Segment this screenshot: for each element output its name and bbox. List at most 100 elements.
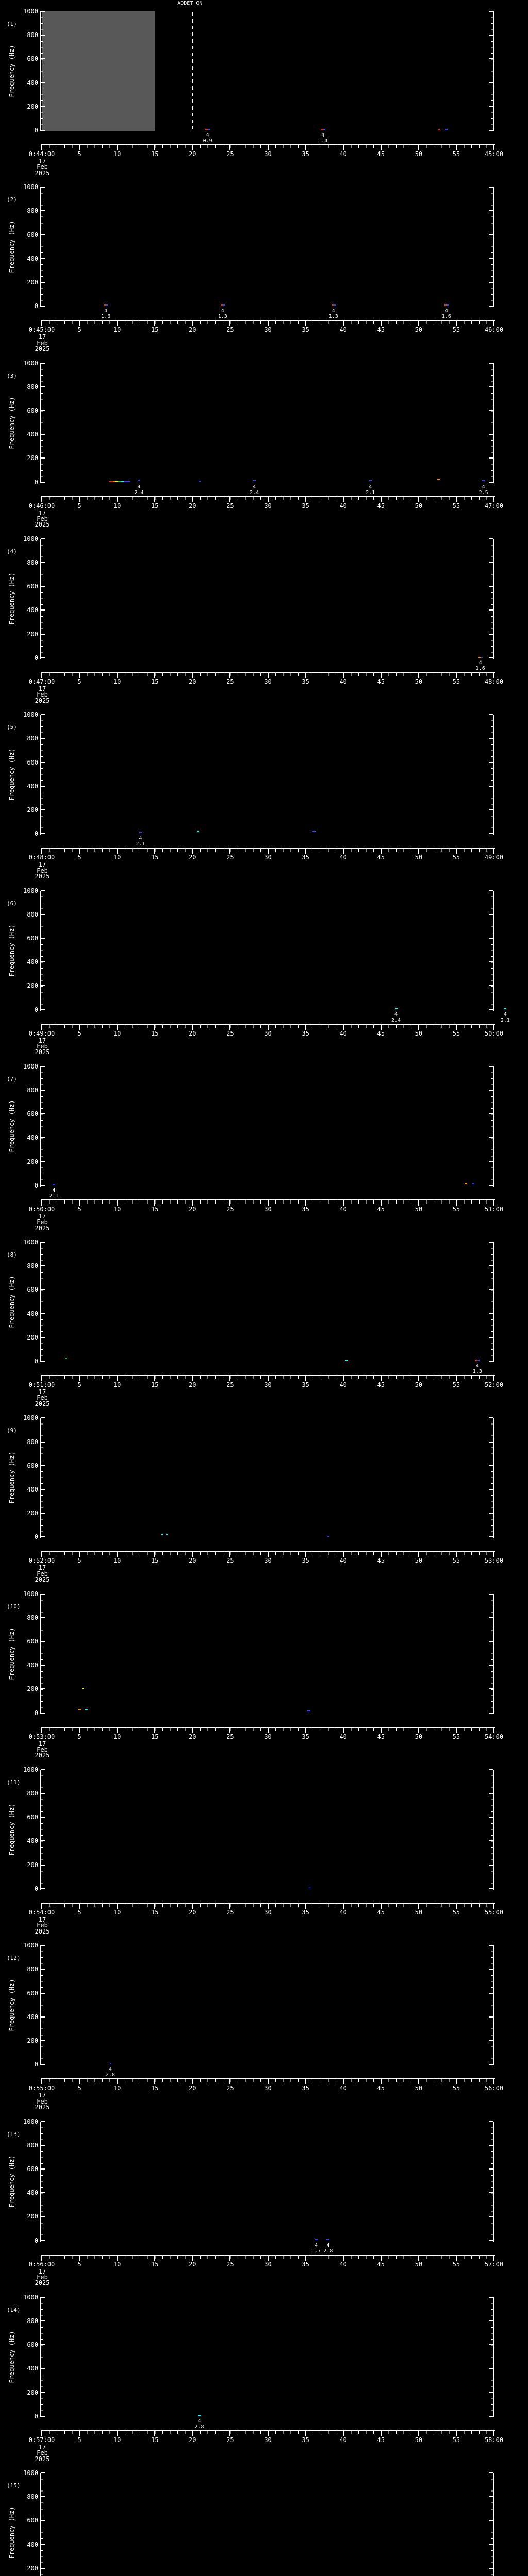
detection-pixel (253, 480, 256, 481)
x-axis-line (41, 1726, 495, 1728)
y-tick-label: 400 (27, 2540, 38, 2548)
y-tick-label: 200 (27, 1685, 38, 1693)
y-tick (41, 386, 45, 387)
x-tick-label: 50 (415, 677, 423, 685)
detection-value-label: 2.1 (366, 489, 375, 496)
y-axis-title: Frequency (Hz) (8, 1451, 15, 1504)
x-major-tick (117, 2255, 118, 2261)
x-major-tick (117, 1024, 118, 1030)
y-tick-label: 800 (27, 1790, 38, 1798)
x-tick-label: 40 (339, 502, 347, 510)
y-tick-label: 200 (27, 806, 38, 814)
detection-count-label: 4 (206, 132, 209, 138)
x-major-tick (154, 2079, 156, 2085)
panel-number: (6) (7, 900, 17, 907)
detection-pixel (482, 480, 485, 481)
x-major-tick (229, 145, 231, 150)
x-tick-label: 35 (302, 150, 309, 158)
x-axis-line (41, 1023, 495, 1025)
x-end-time-label: 51:00 (484, 1205, 504, 1213)
x-major-tick (418, 1727, 419, 1733)
x-tick-label: 40 (339, 150, 347, 158)
spectrogram-panel: 0 200 400 600 800 1000 Frequency (Hz) (8) 0:51:0… (0, 1231, 528, 1408)
x-tick-label: 55 (452, 677, 460, 685)
y-tick (41, 1336, 45, 1338)
y-tick (41, 234, 45, 235)
y-tick-label: 200 (27, 1333, 38, 1341)
y-tick-label: 200 (27, 454, 38, 462)
x-tick-label: 30 (264, 502, 272, 510)
x-tick-label: 35 (302, 854, 309, 861)
detection-mark (320, 129, 325, 130)
y-tick-label: 600 (27, 231, 38, 239)
y-minor-ticks (41, 1418, 43, 1538)
spectrogram-panel: 0 200 400 600 800 1000 Frequency (Hz) (11) 0:54:… (0, 1758, 528, 1935)
y-tick-label: 200 (27, 2037, 38, 2044)
x-tick-label: 10 (113, 1381, 121, 1389)
detection-mark (465, 1182, 468, 1184)
y-tick (41, 1617, 45, 1618)
x-major-tick (342, 1903, 344, 1909)
x-tick-label: 40 (339, 1029, 347, 1037)
x-major-tick (305, 1376, 306, 1382)
y-tick-right (489, 1289, 493, 1291)
x-tick-label: 20 (189, 1733, 196, 1740)
y-axis-title: Frequency (Hz) (8, 1100, 15, 1153)
detection-mark (196, 831, 199, 832)
y-minor-ticks-right (491, 187, 493, 307)
x-tick-label: 35 (302, 2436, 309, 2444)
x-major-tick (267, 1727, 269, 1733)
x-major-tick (117, 849, 118, 854)
y-minor-ticks-right (491, 715, 493, 835)
spectrogram-panel: 0 200 400 600 800 1000 Frequency (Hz) (7) 0:50:0… (0, 1055, 528, 1232)
y-axis-line-right (493, 2297, 494, 2417)
detection-count-label: 4 (104, 308, 108, 314)
y-tick-label: 600 (27, 1637, 38, 1645)
y-tick-right (489, 258, 493, 259)
detection-count-label: 4 (253, 484, 256, 490)
x-tick-label: 50 (415, 326, 423, 334)
x-tick-label: 40 (339, 2084, 347, 2092)
detection-mark (482, 480, 485, 481)
y-tick-right (489, 1265, 493, 1267)
date-label: 2025 (35, 872, 50, 880)
y-tick (41, 937, 45, 939)
y-tick-right (489, 562, 493, 564)
detection-pixel (112, 481, 116, 482)
detection-pixel (198, 480, 201, 482)
y-tick-label: 600 (27, 1110, 38, 1118)
x-tick-label: 20 (189, 854, 196, 861)
y-tick-label: 800 (27, 1438, 38, 1446)
date-label: 17 (38, 2443, 46, 2451)
y-tick (41, 1265, 45, 1267)
detection-value-label: 2.4 (250, 489, 259, 496)
x-tick-label: 20 (189, 502, 196, 510)
x-major-tick (79, 2079, 80, 2085)
y-tick (41, 1113, 45, 1115)
y-minor-ticks-right (491, 2297, 493, 2417)
y-minor-ticks (41, 1945, 43, 2065)
x-tick-label: 15 (151, 2436, 159, 2444)
x-major-tick (79, 2255, 80, 2261)
x-major-tick (493, 2079, 494, 2085)
spectrogram-panel: 0 200 400 600 800 1000 Frequency (Hz) (13) 0:56:… (0, 2110, 528, 2287)
x-tick-label: 10 (113, 326, 121, 334)
x-major-tick (493, 1376, 494, 1382)
y-tick-label: 200 (27, 2213, 38, 2221)
y-axis-line-right (493, 2473, 494, 2576)
y-tick (41, 1488, 45, 1490)
x-major-tick (342, 1552, 344, 1557)
y-axis-line-right (493, 1594, 494, 1714)
y-tick-label: 1000 (23, 1062, 38, 1070)
x-tick-label: 5 (77, 150, 81, 158)
x-major-tick (493, 2431, 494, 2436)
y-tick-label: 1000 (23, 1414, 38, 1422)
x-major-tick (229, 672, 231, 678)
y-tick-right (489, 609, 493, 611)
y-tick-label: 600 (27, 2517, 38, 2524)
x-major-tick (267, 1903, 269, 1909)
y-axis-line (40, 538, 41, 659)
y-tick-label: 200 (27, 1158, 38, 1165)
x-major-tick (41, 2255, 42, 2261)
y-tick-label: 200 (27, 2564, 38, 2572)
